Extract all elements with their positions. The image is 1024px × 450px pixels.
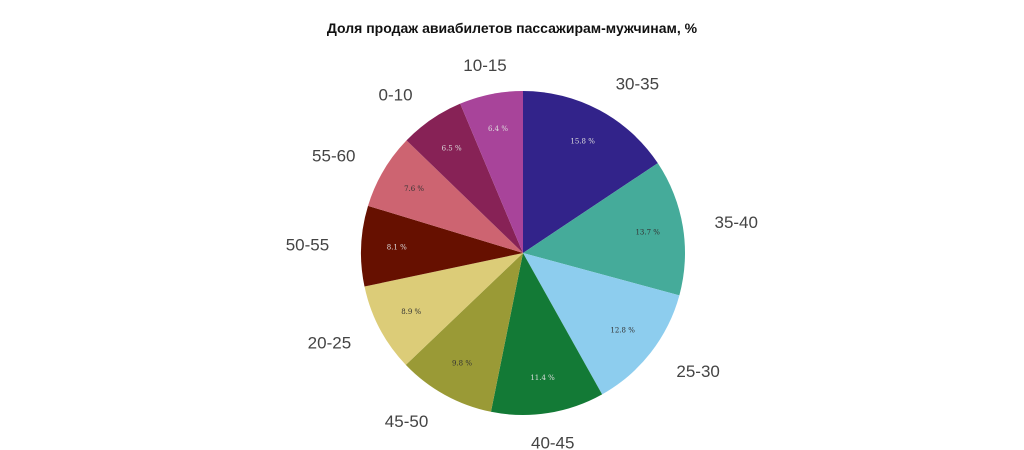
category-label: 20-25 xyxy=(308,334,351,353)
data-label: 6.5 % xyxy=(442,145,462,153)
data-label: 6.4 % xyxy=(488,125,508,133)
data-label: 12.8 % xyxy=(610,327,635,335)
data-label: 15.8 % xyxy=(570,138,595,146)
category-label: 45-50 xyxy=(385,412,428,431)
pie-slice-30-35 xyxy=(523,91,658,253)
data-label: 13.7 % xyxy=(635,229,660,237)
category-label: 10-15 xyxy=(463,56,506,75)
category-label: 30-35 xyxy=(616,75,659,94)
category-label: 50-55 xyxy=(286,236,329,255)
category-label: 40-45 xyxy=(531,434,574,450)
pie-slice-55-60 xyxy=(368,140,523,253)
pie-slice-40-45 xyxy=(490,253,603,416)
category-label: 35-40 xyxy=(714,213,757,232)
data-label: 11.4 % xyxy=(530,374,555,382)
category-label: 55-60 xyxy=(312,147,355,166)
category-label: 25-30 xyxy=(676,362,719,381)
chart-title: Доля продаж авиабилетов пассажирам-мужчи… xyxy=(326,20,698,36)
data-label: 9.8 % xyxy=(452,360,472,368)
data-label: 8.1 % xyxy=(387,243,407,251)
pie-slice-0-10 xyxy=(406,103,523,253)
data-label: 7.6 % xyxy=(404,185,424,193)
pie-slice-10-15 xyxy=(460,91,523,253)
pie-slice-50-55 xyxy=(361,205,523,287)
pie-slice-25-30 xyxy=(523,253,680,395)
pie-slice-20-25 xyxy=(364,253,523,365)
category-label: 0-10 xyxy=(379,86,413,105)
pie-slice-35-40 xyxy=(523,163,685,296)
data-label: 8.9 % xyxy=(401,308,421,316)
pie-slice-45-50 xyxy=(405,253,523,412)
